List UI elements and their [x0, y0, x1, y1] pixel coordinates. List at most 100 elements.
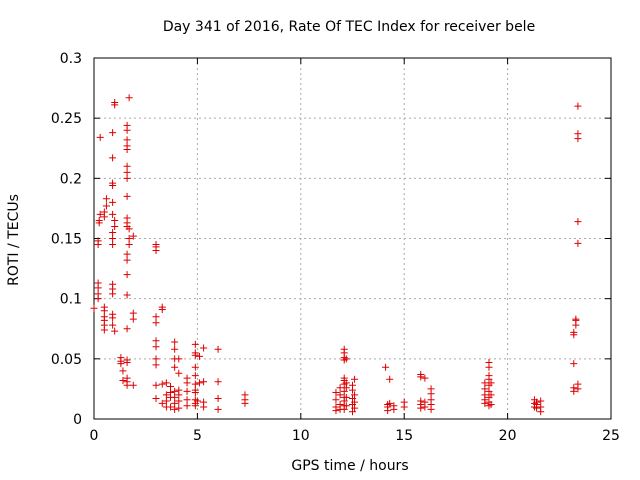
- data-point: [117, 354, 125, 362]
- data-point: [96, 133, 104, 141]
- data-point: [191, 340, 199, 348]
- y-tick-label: 0.05: [51, 352, 82, 368]
- data-point: [382, 363, 390, 371]
- data-point: [111, 216, 119, 224]
- data-point: [417, 397, 425, 405]
- data-point: [152, 241, 160, 249]
- x-tick-label: 20: [499, 428, 517, 444]
- data-point: [191, 372, 199, 380]
- data-point: [200, 344, 208, 352]
- data-point: [572, 316, 580, 324]
- data-point: [400, 398, 408, 406]
- data-point: [171, 345, 179, 353]
- data-point: [109, 235, 117, 242]
- data-point: [95, 216, 103, 224]
- data-point: [129, 309, 137, 317]
- data-point: [94, 290, 102, 298]
- data-point: [332, 396, 340, 404]
- data-point: [421, 374, 429, 382]
- data-point: [195, 379, 203, 387]
- data-point: [109, 310, 117, 318]
- data-point: [485, 358, 493, 366]
- data-points: [90, 94, 582, 416]
- data-point: [175, 404, 183, 412]
- data-point: [158, 303, 166, 311]
- y-tick-label: 0.3: [60, 51, 82, 67]
- data-point: [152, 395, 160, 403]
- data-point: [171, 393, 179, 401]
- data-point: [129, 315, 137, 323]
- data-point: [427, 396, 435, 404]
- data-point: [123, 291, 131, 299]
- data-point: [123, 325, 131, 333]
- data-point: [94, 237, 102, 245]
- data-point: [152, 361, 160, 369]
- data-point: [349, 395, 356, 403]
- data-point: [349, 381, 356, 389]
- data-point: [481, 391, 489, 399]
- data-point: [336, 391, 344, 399]
- data-point: [175, 397, 183, 405]
- data-point: [123, 174, 131, 182]
- data-point: [336, 401, 344, 409]
- data-point: [171, 338, 179, 346]
- data-point: [487, 401, 495, 409]
- data-point: [340, 387, 348, 395]
- data-point: [342, 402, 350, 410]
- data-point: [390, 402, 398, 410]
- data-point: [214, 345, 222, 353]
- data-point: [570, 360, 578, 368]
- data-point: [241, 391, 249, 399]
- data-point: [123, 356, 131, 364]
- data-point: [171, 363, 179, 371]
- data-point: [129, 232, 137, 240]
- data-point: [125, 225, 133, 233]
- x-tick-label: 10: [292, 428, 310, 444]
- data-point: [94, 279, 102, 287]
- data-point: [200, 398, 208, 406]
- data-point: [171, 399, 179, 407]
- data-point: [175, 355, 183, 363]
- data-point: [574, 218, 582, 226]
- data-point: [109, 228, 117, 236]
- data-point: [123, 250, 131, 258]
- data-point: [152, 343, 160, 351]
- data-point: [100, 303, 108, 311]
- data-point: [109, 154, 117, 162]
- data-point: [386, 375, 394, 383]
- data-point: [427, 385, 435, 393]
- y-tick-label: 0.2: [60, 171, 82, 187]
- data-point: [332, 389, 340, 397]
- data-point: [191, 386, 199, 394]
- data-point: [537, 403, 545, 411]
- data-point: [123, 271, 131, 279]
- data-point: [349, 408, 356, 416]
- data-point: [109, 198, 117, 206]
- data-point: [152, 381, 160, 389]
- data-point: [191, 363, 199, 371]
- x-tick-label: 0: [90, 428, 99, 444]
- data-point: [574, 130, 582, 138]
- data-point: [417, 370, 425, 378]
- data-point: [152, 355, 160, 363]
- data-point: [152, 337, 160, 345]
- data-point: [340, 345, 348, 353]
- data-point: [96, 210, 104, 218]
- data-point: [214, 405, 222, 413]
- data-point: [336, 384, 344, 392]
- data-point: [183, 374, 191, 382]
- data-point: [162, 391, 170, 399]
- data-point: [123, 142, 131, 150]
- data-point: [351, 398, 359, 406]
- data-point: [125, 241, 133, 249]
- axis-ticks: 0 5 10 15 20 25 0 0.05 0.1 0.15 0.2 0.25 0.3: [51, 51, 620, 444]
- data-point: [340, 374, 348, 382]
- data-point: [119, 367, 127, 375]
- y-tick-label: 0.25: [51, 111, 82, 127]
- data-point: [167, 403, 175, 411]
- data-point: [109, 321, 117, 329]
- data-point: [537, 397, 545, 405]
- data-point: [481, 385, 489, 393]
- data-point: [183, 402, 191, 410]
